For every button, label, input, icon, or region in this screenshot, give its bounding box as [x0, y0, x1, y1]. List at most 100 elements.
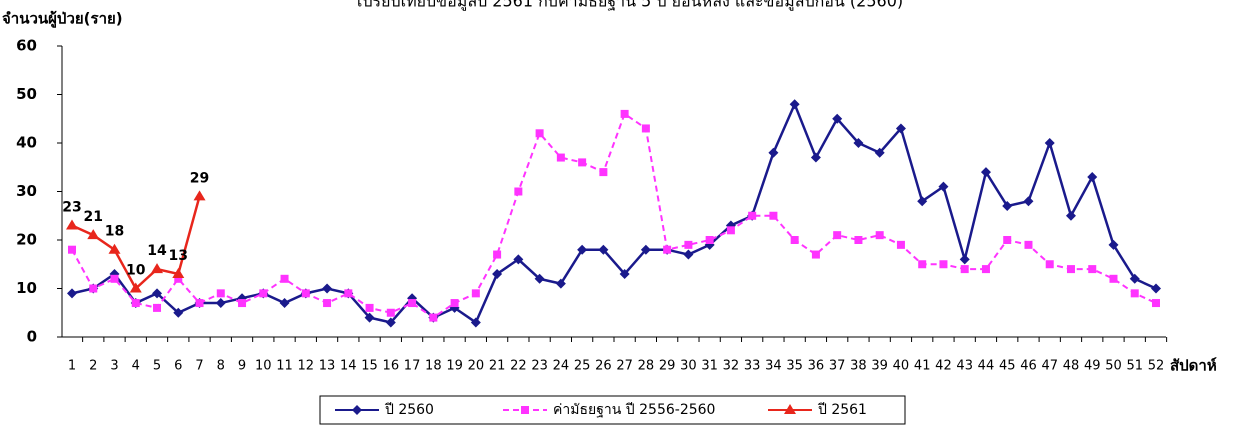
point-marker — [1065, 210, 1076, 221]
point-marker — [152, 288, 163, 299]
point-marker — [535, 129, 544, 138]
x-tick-label: 51 — [1126, 359, 1143, 374]
x-tick-label: 29 — [659, 359, 676, 374]
x-tick-label: 48 — [1063, 359, 1080, 374]
point-marker — [215, 298, 226, 309]
x-tick-label: 17 — [404, 359, 421, 374]
point-marker — [471, 289, 480, 298]
x-tick-label: 50 — [1105, 359, 1122, 374]
point-marker — [470, 317, 481, 328]
point-marker — [450, 299, 459, 308]
x-tick-label: 22 — [510, 359, 527, 374]
data-label: 21 — [84, 209, 103, 225]
legend-label: ปี 2561 — [818, 402, 867, 418]
x-axis-label: สัปดาห์ — [1170, 357, 1217, 375]
y-tick-label: 50 — [16, 85, 37, 103]
x-tick-label: 42 — [935, 359, 952, 374]
point-marker — [959, 254, 970, 265]
data-label: 10 — [126, 263, 146, 279]
point-marker — [193, 190, 206, 201]
point-marker — [811, 250, 820, 259]
point-marker — [280, 274, 289, 283]
point-marker — [151, 263, 164, 274]
x-tick-label: 33 — [744, 359, 761, 374]
point-marker — [429, 313, 438, 322]
point-marker — [385, 317, 396, 328]
point-marker — [768, 147, 779, 158]
point-marker — [129, 282, 142, 293]
x-tick-label: 39 — [871, 359, 888, 374]
point-marker — [896, 240, 905, 249]
point-marker — [789, 99, 800, 110]
point-marker — [981, 265, 990, 274]
point-marker — [790, 236, 799, 244]
y-tick-label: 40 — [16, 134, 37, 152]
x-tick-label: 12 — [298, 359, 315, 374]
x-tick-label: 31 — [701, 359, 718, 374]
x-tick-label: 20 — [468, 359, 485, 374]
series-line — [71, 112, 1157, 319]
x-tick-label: 2 — [89, 359, 97, 374]
point-marker — [663, 245, 672, 254]
point-marker — [172, 267, 185, 278]
x-tick-label: 21 — [489, 359, 506, 374]
point-marker — [1002, 201, 1013, 212]
data-label: 13 — [169, 248, 188, 264]
point-marker — [555, 278, 566, 289]
x-tick-label: 46 — [1020, 359, 1037, 374]
point-marker — [705, 236, 714, 244]
data-label: 18 — [105, 224, 124, 240]
point-marker — [89, 284, 98, 293]
point-marker — [784, 404, 796, 414]
x-tick-label: 32 — [723, 359, 740, 374]
point-marker — [323, 299, 332, 308]
point-marker — [1024, 240, 1033, 249]
point-marker — [352, 405, 362, 415]
point-marker — [279, 298, 290, 309]
y-tick-label: 30 — [16, 182, 37, 200]
x-tick-label: 38 — [850, 359, 867, 374]
point-marker — [492, 268, 503, 279]
point-marker — [1087, 171, 1098, 182]
point-marker — [259, 289, 268, 298]
x-tick-label: 45 — [999, 359, 1016, 374]
x-tick-label: 18 — [425, 359, 442, 374]
point-marker — [980, 167, 991, 178]
x-tick-label: 52 — [1148, 359, 1165, 374]
point-marker — [1044, 138, 1055, 148]
point-marker — [364, 312, 375, 323]
point-marker — [301, 289, 310, 298]
point-marker — [960, 265, 969, 274]
x-tick-label: 37 — [829, 359, 846, 374]
data-label: 29 — [190, 170, 209, 186]
x-tick-label: 11 — [276, 359, 293, 374]
point-marker — [1130, 289, 1139, 298]
point-marker — [620, 109, 629, 118]
x-tick-label: 41 — [914, 359, 931, 374]
data-label: 14 — [147, 243, 167, 259]
x-tick-label: 3 — [110, 359, 118, 374]
point-marker — [322, 283, 333, 294]
point-marker — [1129, 273, 1140, 284]
point-marker — [641, 124, 650, 133]
point-marker — [195, 299, 204, 308]
point-marker — [874, 147, 885, 158]
x-tick-label: 44 — [978, 359, 995, 374]
data-label: 23 — [62, 199, 81, 215]
point-marker — [110, 274, 119, 283]
point-marker — [599, 168, 608, 177]
x-tick-label: 16 — [383, 359, 400, 374]
point-marker — [131, 299, 140, 308]
x-tick-label: 8 — [217, 359, 225, 374]
point-marker — [854, 236, 863, 244]
x-tick-label: 5 — [153, 359, 161, 374]
point-marker — [521, 406, 529, 414]
x-tick-label: 4 — [132, 359, 140, 374]
x-tick-label: 34 — [765, 359, 782, 374]
x-tick-label: 43 — [956, 359, 973, 374]
point-marker — [918, 260, 927, 269]
x-tick-label: 49 — [1084, 359, 1101, 374]
point-marker — [108, 243, 121, 254]
point-marker — [365, 303, 374, 312]
x-tick-label: 23 — [531, 359, 548, 374]
